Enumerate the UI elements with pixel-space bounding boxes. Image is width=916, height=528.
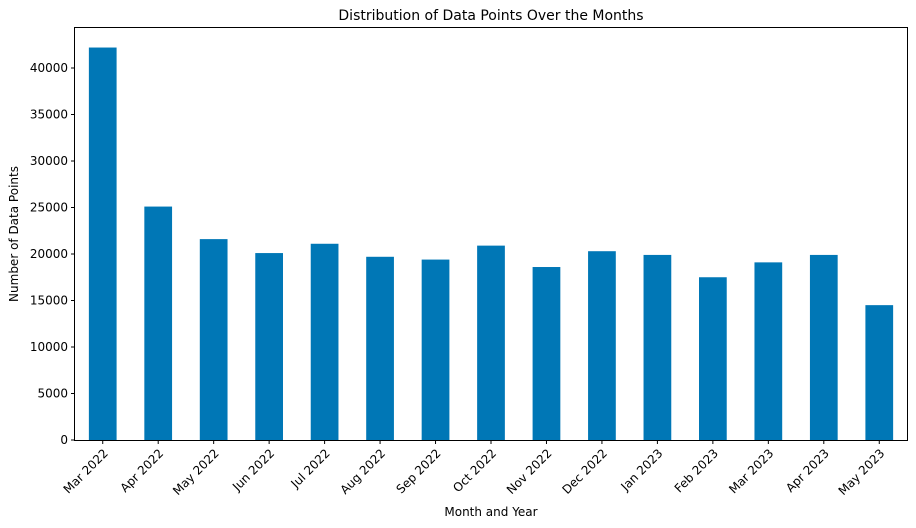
x-tick-label: May 2023 bbox=[836, 446, 888, 498]
y-tick-label: 15000 bbox=[30, 293, 68, 307]
y-tick-label: 35000 bbox=[30, 107, 68, 121]
x-tick-label: Apr 2022 bbox=[117, 446, 166, 495]
x-tick-label: Aug 2022 bbox=[337, 446, 388, 497]
x-tick-label: Nov 2022 bbox=[504, 446, 555, 497]
y-tick-label: 10000 bbox=[30, 340, 68, 354]
x-tick-label: Sep 2022 bbox=[393, 446, 443, 496]
y-axis: 0 5000 10000 15000 20000 25000 30000 35000 40000 bbox=[30, 61, 75, 447]
bar-aug-2022 bbox=[366, 256, 394, 440]
x-tick-label: May 2022 bbox=[170, 446, 222, 498]
bar-jun-2022 bbox=[255, 253, 283, 440]
y-tick-label: 30000 bbox=[30, 154, 68, 168]
bar-may-2022 bbox=[199, 239, 228, 440]
bar-oct-2022 bbox=[477, 245, 505, 440]
x-tick-label: Mar 2022 bbox=[61, 446, 111, 496]
bar-sep-2022 bbox=[421, 259, 450, 440]
y-tick-label: 25000 bbox=[30, 200, 68, 214]
bars-group bbox=[88, 47, 894, 440]
x-tick-label: Jan 2023 bbox=[618, 446, 666, 494]
x-tick-label: Dec 2022 bbox=[559, 446, 610, 497]
plot-frame bbox=[74, 27, 908, 441]
bar-feb-2023 bbox=[699, 277, 727, 440]
y-tick-label: 20000 bbox=[30, 247, 68, 261]
bar-apr-2022 bbox=[144, 206, 173, 440]
chart-title: Distribution of Data Points Over the Mon… bbox=[338, 8, 643, 24]
bar-mar-2022 bbox=[88, 47, 117, 440]
x-tick-label: Oct 2022 bbox=[450, 446, 499, 495]
bar-mar-2023 bbox=[754, 262, 783, 440]
x-tick-label: Mar 2023 bbox=[726, 446, 776, 496]
y-axis-label: Number of Data Points bbox=[7, 166, 21, 302]
x-tick-label: Feb 2023 bbox=[672, 446, 721, 495]
y-tick-label: 0 bbox=[60, 433, 68, 447]
x-tick-label: Jun 2022 bbox=[229, 446, 277, 494]
bar-nov-2022 bbox=[532, 267, 561, 440]
bar-may-2023 bbox=[865, 305, 894, 440]
bar-dec-2022 bbox=[588, 251, 616, 440]
y-tick-label: 40000 bbox=[30, 61, 68, 75]
bar-jul-2022 bbox=[310, 243, 339, 440]
x-axis-label: Month and Year bbox=[444, 505, 537, 519]
x-axis: Mar 2022 Apr 2022 May 2022 Jun 2022 Jul 2022… bbox=[61, 440, 888, 498]
x-tick-label: Apr 2023 bbox=[783, 446, 832, 495]
bar-apr-2023 bbox=[809, 254, 838, 440]
x-tick-label: Jul 2022 bbox=[288, 446, 333, 491]
bar-jan-2023 bbox=[643, 254, 672, 440]
y-tick-label: 5000 bbox=[37, 386, 68, 400]
